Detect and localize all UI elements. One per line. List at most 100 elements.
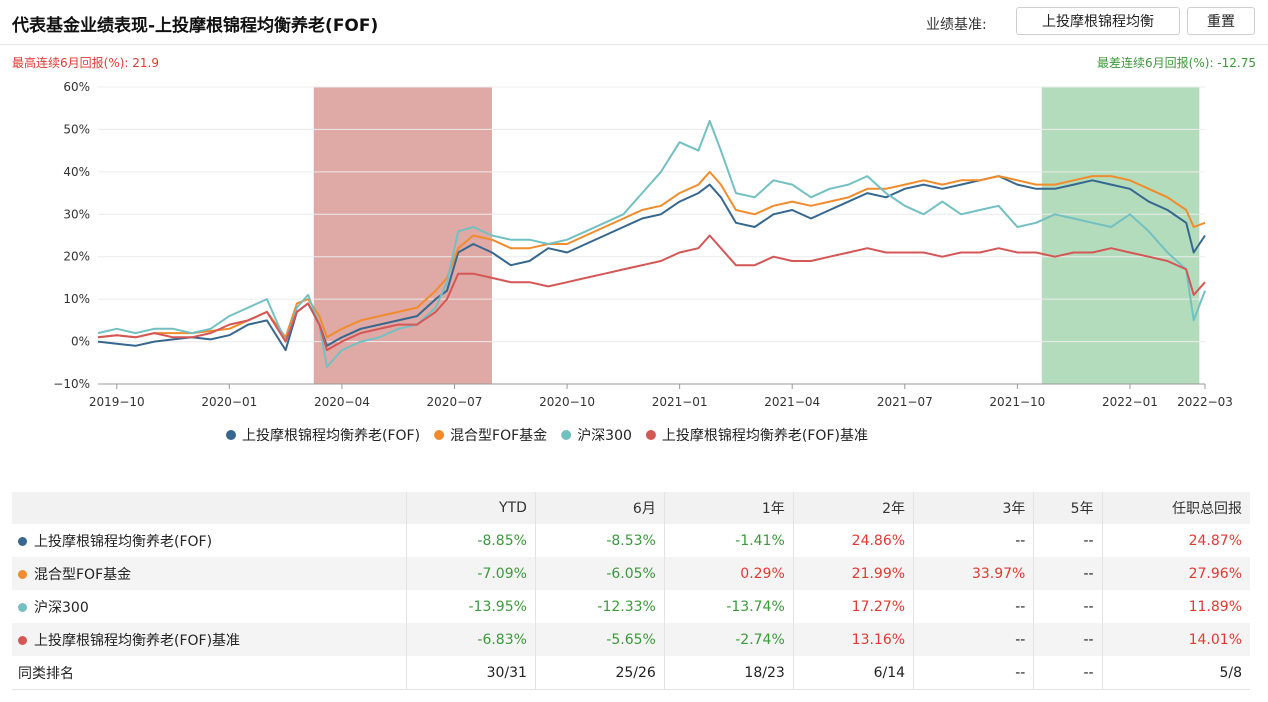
y-tick-label: 0% [71, 335, 90, 349]
series-dot-icon [18, 635, 27, 645]
chart-header: 代表基金业绩表现-上投摩根锦程均衡养老(FOF) 业绩基准: 上投摩根锦程均衡 … [0, 0, 1268, 45]
row-name-cell: 混合型FOF基金 [12, 557, 407, 590]
x-tick-label: 2022−01 [1102, 395, 1158, 409]
legend-label-2: 沪深300 [577, 428, 632, 444]
y-tick-label: 10% [63, 292, 90, 306]
header-col-5: 3年 [913, 492, 1035, 524]
y-tick-label: 60% [63, 80, 90, 94]
row-name-cell: 同类排名 [12, 656, 407, 690]
page-title: 代表基金业绩表现-上投摩根锦程均衡养老(FOF) [12, 16, 379, 36]
row-name: 上投摩根锦程均衡养老(FOF) [34, 533, 213, 550]
performance-table: YTD 6月 1年 2年 3年 5年 任职总回报 上投摩根锦程均衡养老(FOF) -8.85%… [12, 492, 1250, 690]
reset-button[interactable]: 重置 [1187, 7, 1255, 35]
table-cell: -13.74% [664, 590, 794, 623]
table-cell: 14.01% [1102, 623, 1250, 656]
x-tick-label: 2019−10 [89, 395, 145, 409]
worst-6m-return: 最差连续6月回报(%): -12.75 [1097, 56, 1256, 70]
header-name-col [12, 492, 407, 524]
table-cell: -8.85% [406, 524, 536, 557]
performance-line-chart: 60% 50% 40% 30% 20% 10% 0% −10% 2019−10 2020−01 20… [53, 80, 1233, 444]
x-tick-label: 2020−10 [539, 395, 595, 409]
legend-dot-2 [561, 430, 572, 440]
x-tick-label: 2021−04 [764, 395, 820, 409]
table-cell: 6/14 [793, 656, 915, 690]
x-tick-label: 2021−07 [877, 395, 933, 409]
x-tick-label: 2021−01 [652, 395, 708, 409]
y-tick-label: 40% [63, 165, 90, 179]
table-row: 混合型FOF基金 -7.09% -6.05% 0.29% 21.99% 33.97% -- 2… [12, 557, 1250, 590]
legend-label-0: 上投摩根锦程均衡养老(FOF) [242, 427, 420, 444]
table-cell: 21.99% [793, 557, 915, 590]
table-cell: -2.74% [664, 623, 794, 656]
table-cell: -6.83% [406, 623, 536, 656]
legend-label-3: 上投摩根锦程均衡养老(FOF)基准 [662, 427, 868, 444]
table-cell: -- [1033, 623, 1103, 656]
table-cell: -- [913, 524, 1035, 557]
table-cell: -- [1033, 656, 1103, 690]
table-cell: -- [913, 623, 1035, 656]
table-cell: 17.27% [793, 590, 915, 623]
legend-label-1: 混合型FOF基金 [450, 427, 547, 444]
table-cell: 33.97% [913, 557, 1035, 590]
series-line-3 [97, 234, 1206, 352]
table-cell: -- [913, 656, 1035, 690]
table-cell: -1.41% [664, 524, 794, 557]
table-cell: -- [913, 590, 1035, 623]
header-col-3: 1年 [664, 492, 794, 524]
row-name-cell: 沪深300 [12, 590, 407, 623]
series-dot-icon [18, 602, 27, 612]
table-cell: -- [1033, 590, 1103, 623]
table-cell: 27.96% [1102, 557, 1250, 590]
row-name: 混合型FOF基金 [34, 566, 132, 583]
series-line-2 [97, 119, 1206, 368]
benchmark-select-button[interactable]: 上投摩根锦程均衡 [1016, 7, 1180, 35]
table-cell: 24.87% [1188, 532, 1242, 549]
table-cell: 18/23 [664, 656, 794, 690]
series-dot-icon [18, 536, 27, 546]
table-row: 同类排名 30/31 25/26 18/23 6/14 -- -- 5/8 [12, 656, 1250, 690]
x-tick-label: 2021−10 [989, 395, 1045, 409]
table-cell: 5/8 [1102, 656, 1250, 690]
y-tick-label: 20% [63, 250, 90, 264]
row-name: 沪深300 [34, 599, 89, 616]
worst-6m-band [1041, 87, 1200, 384]
table-cell: -- [1033, 557, 1103, 590]
series-dot-icon [18, 569, 27, 579]
row-name-cell: 上投摩根锦程均衡养老(FOF) [12, 524, 407, 557]
table-cell: -7.09% [406, 557, 536, 590]
row-name: 同类排名 [18, 665, 74, 682]
x-tick-label: 2022−03 [1177, 395, 1233, 409]
x-tick-label: 2020−07 [427, 395, 483, 409]
series-line-1 [97, 170, 1206, 339]
best-6m-return: 最高连续6月回报(%): 21.9 [12, 56, 159, 70]
table-cell: 13.16% [793, 623, 915, 656]
y-tick-label: −10% [53, 377, 90, 391]
header-col-1: YTD [406, 492, 536, 524]
table-cell: -5.65% [535, 623, 665, 656]
table-row: 上投摩根锦程均衡养老(FOF) -8.85% -8.53% -1.41% 24.86% -… [12, 524, 1250, 557]
row-name: 上投摩根锦程均衡养老(FOF)基准 [34, 632, 241, 649]
x-tick-label: 2020−01 [201, 395, 257, 409]
legend-dot-0 [226, 430, 236, 440]
table-cell: -12.33% [535, 590, 665, 623]
table-header-row: YTD 6月 1年 2年 3年 5年 任职总回报 [12, 492, 1250, 524]
table-cell: 11.89% [1188, 598, 1242, 615]
table-body: 上投摩根锦程均衡养老(FOF) -8.85% -8.53% -1.41% 24.86% -… [12, 524, 1250, 690]
table-cell: 25/26 [535, 656, 665, 690]
legend-dot-1 [434, 430, 445, 440]
table-cell: 0.29% [664, 557, 794, 590]
best-6m-band [313, 87, 493, 384]
x-tick-label: 2020−04 [314, 395, 370, 409]
row-name-cell: 上投摩根锦程均衡养老(FOF)基准 [12, 623, 407, 656]
series-line-0 [97, 175, 1206, 352]
table-cell: -6.05% [535, 557, 665, 590]
header-col-4: 2年 [793, 492, 915, 524]
table-cell: -8.53% [535, 524, 665, 557]
table-cell: 24.86% [793, 524, 915, 557]
y-tick-label: 50% [63, 122, 90, 136]
y-tick-label: 30% [63, 207, 90, 221]
table-row: 上投摩根锦程均衡养老(FOF)基准 -6.83% -5.65% -2.74% 13.16… [12, 623, 1250, 656]
header-col-6: 5年 [1033, 492, 1103, 524]
table-cell: -13.95% [406, 590, 536, 623]
table-row: 沪深300 -13.95% -12.33% -13.74% 17.27% -- -- 11.8… [12, 590, 1250, 623]
